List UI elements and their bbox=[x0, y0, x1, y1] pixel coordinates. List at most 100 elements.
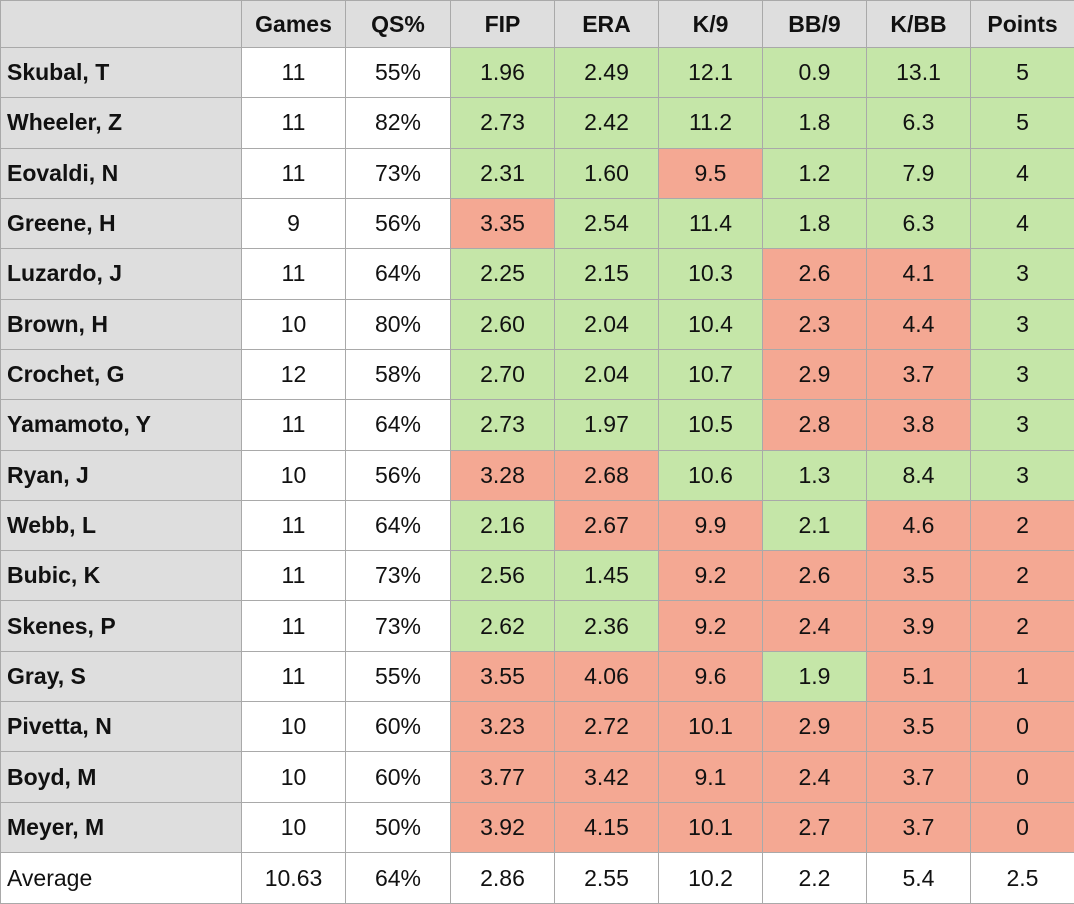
cell-kbb[interactable]: 6.3 bbox=[866, 197, 971, 250]
cell-kbb[interactable]: 5.1 bbox=[866, 650, 971, 703]
cell-qs-pct[interactable]: 80% bbox=[345, 298, 451, 350]
cell-pitcher-name[interactable]: Ryan, J bbox=[0, 449, 242, 501]
cell-era[interactable]: 1.45 bbox=[554, 550, 659, 602]
average-games[interactable]: 10.63 bbox=[241, 852, 346, 904]
cell-qs-pct[interactable]: 64% bbox=[345, 248, 451, 300]
cell-fip[interactable]: 3.23 bbox=[450, 701, 555, 753]
cell-k9[interactable]: 9.2 bbox=[658, 600, 763, 652]
cell-fip[interactable]: 2.70 bbox=[450, 348, 555, 401]
cell-era[interactable]: 2.49 bbox=[554, 46, 659, 99]
cell-era[interactable]: 1.97 bbox=[554, 399, 659, 451]
cell-games[interactable]: 12 bbox=[241, 348, 346, 401]
cell-points[interactable]: 4 bbox=[970, 147, 1074, 199]
cell-kbb[interactable]: 7.9 bbox=[866, 147, 971, 199]
cell-points[interactable]: 2 bbox=[970, 600, 1074, 652]
cell-k9[interactable]: 9.1 bbox=[658, 751, 763, 803]
cell-qs-pct[interactable]: 82% bbox=[345, 97, 451, 149]
cell-era[interactable]: 2.15 bbox=[554, 248, 659, 300]
cell-fip[interactable]: 2.31 bbox=[450, 147, 555, 199]
header-corner[interactable] bbox=[0, 0, 242, 48]
cell-games[interactable]: 11 bbox=[241, 499, 346, 552]
cell-k9[interactable]: 10.1 bbox=[658, 701, 763, 753]
cell-points[interactable]: 3 bbox=[970, 399, 1074, 451]
cell-points[interactable]: 3 bbox=[970, 348, 1074, 401]
cell-era[interactable]: 2.67 bbox=[554, 499, 659, 552]
cell-bb9[interactable]: 1.9 bbox=[762, 650, 867, 703]
cell-qs-pct[interactable]: 73% bbox=[345, 147, 451, 199]
cell-k9[interactable]: 9.5 bbox=[658, 147, 763, 199]
cell-bb9[interactable]: 2.9 bbox=[762, 348, 867, 401]
cell-era[interactable]: 1.60 bbox=[554, 147, 659, 199]
cell-bb9[interactable]: 2.1 bbox=[762, 499, 867, 552]
cell-k9[interactable]: 10.4 bbox=[658, 298, 763, 350]
cell-kbb[interactable]: 3.7 bbox=[866, 751, 971, 803]
cell-era[interactable]: 2.04 bbox=[554, 348, 659, 401]
cell-era[interactable]: 4.15 bbox=[554, 801, 659, 854]
cell-pitcher-name[interactable]: Greene, H bbox=[0, 197, 242, 250]
cell-k9[interactable]: 10.5 bbox=[658, 399, 763, 451]
cell-fip[interactable]: 2.16 bbox=[450, 499, 555, 552]
cell-bb9[interactable]: 2.9 bbox=[762, 701, 867, 753]
cell-era[interactable]: 4.06 bbox=[554, 650, 659, 703]
average-bb9[interactable]: 2.2 bbox=[762, 852, 867, 904]
cell-points[interactable]: 2 bbox=[970, 499, 1074, 552]
cell-bb9[interactable]: 1.3 bbox=[762, 449, 867, 501]
cell-k9[interactable]: 9.6 bbox=[658, 650, 763, 703]
cell-fip[interactable]: 3.92 bbox=[450, 801, 555, 854]
cell-qs-pct[interactable]: 56% bbox=[345, 449, 451, 501]
cell-pitcher-name[interactable]: Skubal, T bbox=[0, 46, 242, 99]
cell-games[interactable]: 10 bbox=[241, 801, 346, 854]
cell-pitcher-name[interactable]: Eovaldi, N bbox=[0, 147, 242, 199]
cell-pitcher-name[interactable]: Crochet, G bbox=[0, 348, 242, 401]
cell-kbb[interactable]: 6.3 bbox=[866, 97, 971, 149]
cell-games[interactable]: 11 bbox=[241, 550, 346, 602]
cell-kbb[interactable]: 3.5 bbox=[866, 701, 971, 753]
cell-games[interactable]: 10 bbox=[241, 449, 346, 501]
average-kbb[interactable]: 5.4 bbox=[866, 852, 971, 904]
cell-games[interactable]: 11 bbox=[241, 650, 346, 703]
cell-kbb[interactable]: 3.5 bbox=[866, 550, 971, 602]
cell-k9[interactable]: 10.6 bbox=[658, 449, 763, 501]
header-bb9[interactable]: BB/9 bbox=[762, 0, 867, 48]
cell-kbb[interactable]: 3.9 bbox=[866, 600, 971, 652]
average-qs-pct[interactable]: 64% bbox=[345, 852, 451, 904]
cell-kbb[interactable]: 13.1 bbox=[866, 46, 971, 99]
average-era[interactable]: 2.55 bbox=[554, 852, 659, 904]
cell-kbb[interactable]: 3.7 bbox=[866, 801, 971, 854]
cell-kbb[interactable]: 4.6 bbox=[866, 499, 971, 552]
cell-pitcher-name[interactable]: Pivetta, N bbox=[0, 701, 242, 753]
cell-k9[interactable]: 9.9 bbox=[658, 499, 763, 552]
header-k9[interactable]: K/9 bbox=[658, 0, 763, 48]
header-games[interactable]: Games bbox=[241, 0, 346, 48]
cell-bb9[interactable]: 2.4 bbox=[762, 600, 867, 652]
cell-fip[interactable]: 2.73 bbox=[450, 399, 555, 451]
cell-bb9[interactable]: 2.3 bbox=[762, 298, 867, 350]
cell-k9[interactable]: 9.2 bbox=[658, 550, 763, 602]
cell-games[interactable]: 11 bbox=[241, 600, 346, 652]
average-k9[interactable]: 10.2 bbox=[658, 852, 763, 904]
cell-points[interactable]: 0 bbox=[970, 751, 1074, 803]
cell-games[interactable]: 9 bbox=[241, 197, 346, 250]
cell-fip[interactable]: 2.25 bbox=[450, 248, 555, 300]
cell-qs-pct[interactable]: 55% bbox=[345, 650, 451, 703]
cell-era[interactable]: 2.04 bbox=[554, 298, 659, 350]
cell-points[interactable]: 3 bbox=[970, 298, 1074, 350]
cell-games[interactable]: 10 bbox=[241, 298, 346, 350]
cell-pitcher-name[interactable]: Meyer, M bbox=[0, 801, 242, 854]
cell-pitcher-name[interactable]: Bubic, K bbox=[0, 550, 242, 602]
cell-k9[interactable]: 12.1 bbox=[658, 46, 763, 99]
cell-era[interactable]: 2.54 bbox=[554, 197, 659, 250]
header-points[interactable]: Points bbox=[970, 0, 1074, 48]
cell-qs-pct[interactable]: 60% bbox=[345, 701, 451, 753]
cell-pitcher-name[interactable]: Luzardo, J bbox=[0, 248, 242, 300]
cell-kbb[interactable]: 4.4 bbox=[866, 298, 971, 350]
cell-points[interactable]: 3 bbox=[970, 449, 1074, 501]
cell-fip[interactable]: 2.62 bbox=[450, 600, 555, 652]
cell-bb9[interactable]: 2.6 bbox=[762, 248, 867, 300]
cell-fip[interactable]: 2.60 bbox=[450, 298, 555, 350]
cell-fip[interactable]: 2.73 bbox=[450, 97, 555, 149]
cell-points[interactable]: 4 bbox=[970, 197, 1074, 250]
header-kbb[interactable]: K/BB bbox=[866, 0, 971, 48]
cell-fip[interactable]: 1.96 bbox=[450, 46, 555, 99]
cell-kbb[interactable]: 3.8 bbox=[866, 399, 971, 451]
